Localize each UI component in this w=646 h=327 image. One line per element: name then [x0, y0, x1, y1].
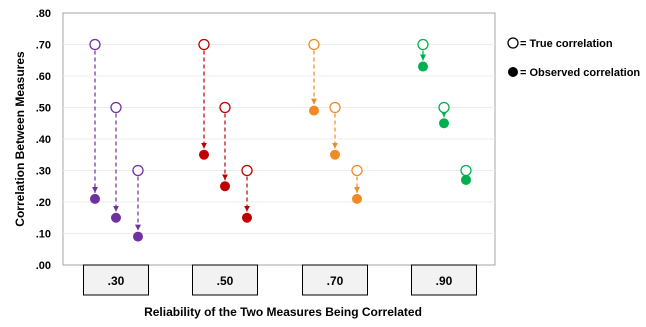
legend-observed-marker	[508, 67, 518, 77]
y-tick-label: .50	[36, 103, 51, 115]
true-correlation-point	[89, 38, 101, 51]
legend: = True correlation = Observed correlatio…	[507, 37, 640, 79]
true-correlation-point	[308, 38, 320, 51]
observed-correlation-point	[90, 193, 100, 204]
true-correlation-point	[198, 38, 210, 51]
y-tick-labels: .00 .10 .20 .30 .40 .50 .60 .70 .80	[36, 8, 51, 272]
observed-correlation-point	[352, 193, 362, 204]
true-correlation-point	[438, 101, 450, 114]
observed-correlation-point	[309, 105, 319, 116]
y-tick-label: .60	[36, 71, 51, 83]
x-category-box	[411, 264, 477, 296]
observed-correlation-point	[242, 212, 252, 223]
x-category-label: .50	[217, 274, 234, 288]
observed-correlation-point	[439, 118, 449, 129]
x-category-boxes: .30 .50 .70 .90	[83, 264, 477, 296]
y-tick-label: .80	[36, 8, 51, 20]
observed-correlation-point	[330, 149, 340, 160]
y-tick-label: .40	[36, 134, 51, 146]
true-correlation-point	[351, 164, 363, 177]
legend-true-marker	[507, 37, 519, 49]
legend-observed-label: = Observed correlation	[520, 67, 640, 79]
observed-correlation-point	[199, 149, 209, 160]
x-category-label: .30	[108, 274, 125, 288]
x-category-label: .70	[327, 274, 344, 288]
x-category-label: .90	[436, 274, 453, 288]
y-tick-label: .70	[36, 40, 51, 52]
observed-correlation-point	[133, 231, 143, 242]
y-tick-label: .30	[36, 166, 51, 178]
arrow-series	[92, 50, 469, 231]
legend-true-label: = True correlation	[520, 38, 613, 50]
point-series	[89, 38, 472, 242]
x-axis-label: Reliability of the Two Measures Being Co…	[144, 305, 422, 319]
observed-correlation-point	[111, 212, 121, 223]
observed-correlation-point	[220, 181, 230, 192]
observed-correlation-point	[461, 174, 471, 185]
true-correlation-point	[110, 101, 122, 114]
true-correlation-point	[219, 101, 231, 114]
x-category-box	[83, 264, 149, 296]
x-category-box	[302, 264, 368, 296]
x-category-box	[192, 264, 258, 296]
y-tick-label: .20	[36, 197, 51, 209]
y-axis-label: Correlation Between Measures	[13, 51, 27, 227]
true-correlation-point	[132, 164, 144, 177]
true-correlation-point	[329, 101, 341, 114]
true-correlation-point	[417, 38, 429, 51]
y-tick-label: .00	[36, 260, 51, 272]
true-correlation-point	[241, 164, 253, 177]
observed-correlation-point	[418, 61, 428, 72]
y-tick-label: .10	[36, 229, 51, 241]
true-correlation-point	[460, 164, 472, 177]
